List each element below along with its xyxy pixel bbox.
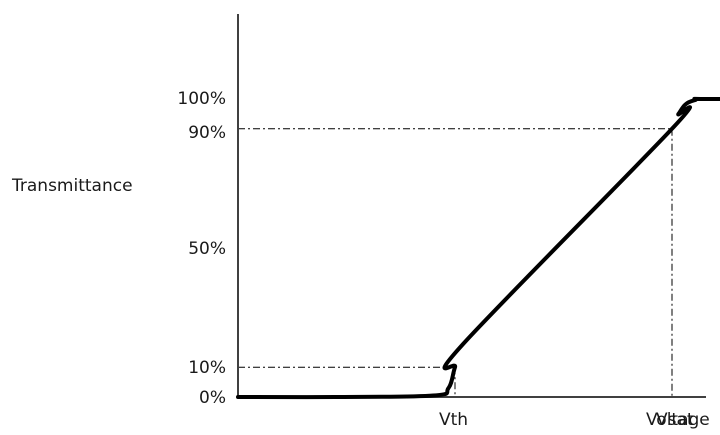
transmittance-curve — [236, 96, 720, 400]
reference-guides — [238, 128, 673, 397]
y-tick-label: 50% — [188, 239, 226, 259]
x-axis-label: Voltage — [646, 410, 710, 430]
y-tick-label: 10% — [188, 358, 226, 378]
x-tick-label: Vth — [439, 410, 468, 430]
y-tick-labels: 100% 90% 50% 10% 0% — [177, 89, 226, 408]
axes — [237, 14, 706, 398]
x-tick-label: Vsat — [656, 410, 694, 430]
y-tick-label: 100% — [177, 89, 226, 109]
y-tick-label: 0% — [199, 388, 226, 408]
y-axis-label: Transmittance — [11, 176, 133, 196]
x-tick-labels: Vth Vsat — [439, 410, 694, 430]
y-tick-label: 90% — [188, 123, 226, 143]
